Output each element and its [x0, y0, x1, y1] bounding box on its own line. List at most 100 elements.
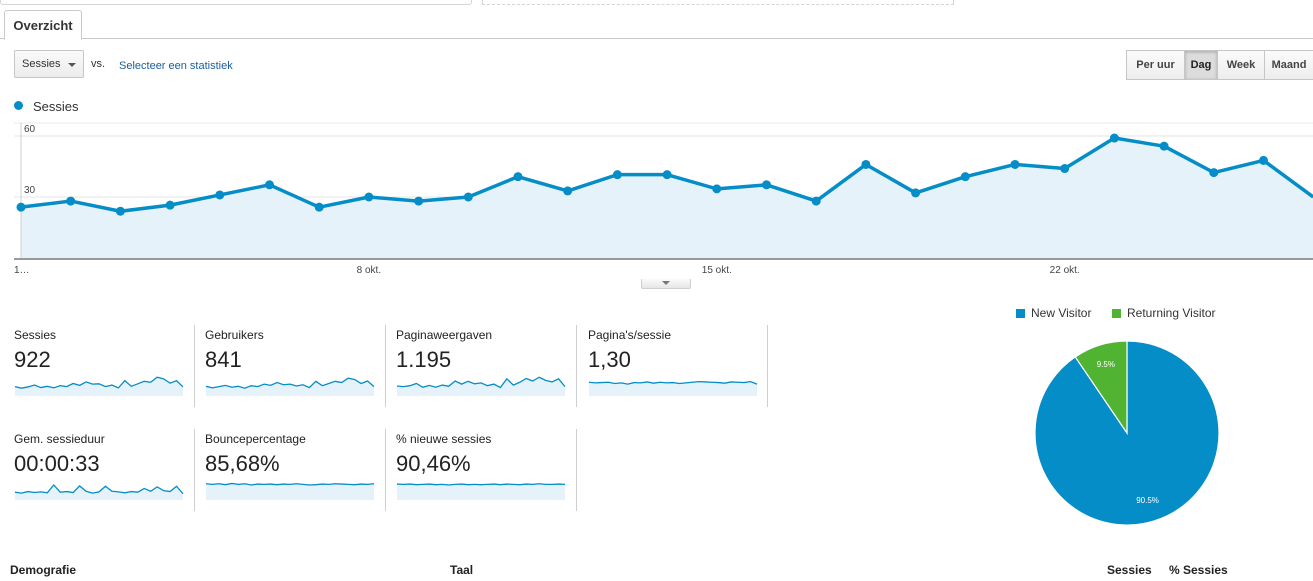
data-point[interactable] [811, 196, 821, 206]
data-point[interactable] [1209, 168, 1219, 178]
scorecard-pages-per-session[interactable]: Pagina's/sessie 1,30 [588, 325, 768, 410]
week-button[interactable]: Week [1217, 50, 1265, 80]
pct-sessions-column-header[interactable]: % Sessies [1169, 563, 1228, 577]
data-point[interactable] [1060, 164, 1070, 174]
scorecard-pageviews[interactable]: Paginaweergaven 1.195 [396, 325, 576, 410]
data-point[interactable] [712, 184, 722, 194]
data-point[interactable] [960, 172, 970, 182]
data-point[interactable] [662, 170, 672, 180]
demographics-heading: Demografie [10, 563, 77, 577]
scorecard-label: Gem. sessieduur [14, 432, 105, 446]
data-point[interactable] [215, 190, 225, 200]
scorecard-value: 1,30 [588, 347, 631, 372]
new-visitor-label: New Visitor [1031, 306, 1092, 320]
data-point[interactable] [115, 206, 125, 216]
scorecard-value: 1.195 [396, 347, 452, 372]
pie-slice-returning-visitor[interactable] [1074, 340, 1128, 435]
scorecard-divider [194, 325, 195, 407]
series-area [21, 138, 1313, 258]
sparkline-area [397, 483, 565, 500]
tab-overview[interactable]: Overzicht [4, 10, 82, 40]
data-point[interactable] [612, 170, 622, 180]
data-point[interactable] [16, 202, 26, 212]
data-point[interactable] [1159, 141, 1169, 151]
sessions-line-chart[interactable]: 30 60 1… 8 okt. 15 okt. 22 okt. [0, 118, 1313, 278]
scorecard-pct-new-sessions[interactable]: % nieuwe sessies 90,46% [396, 429, 576, 514]
data-point[interactable] [1109, 133, 1119, 143]
scorecard-divider [767, 325, 768, 407]
sparkline-area [397, 377, 565, 396]
day-button[interactable]: Dag [1184, 50, 1218, 80]
sparkline [396, 376, 566, 396]
sparkline [205, 377, 375, 396]
scorecard-divider [576, 429, 577, 511]
pie-legend-returning: Returning Visitor [1112, 306, 1216, 320]
x-tick-label: 15 okt. [702, 265, 732, 276]
scorecard-label: Paginaweergaven [396, 328, 493, 342]
sparkline-area [206, 483, 374, 500]
data-point[interactable] [1010, 159, 1020, 169]
tab-divider [0, 38, 1313, 39]
top-panel-fragment-dashed [482, 0, 954, 5]
scorecard-divider [576, 325, 577, 407]
data-point[interactable] [762, 180, 771, 190]
data-point[interactable] [66, 196, 76, 206]
data-point[interactable] [911, 188, 921, 198]
data-point[interactable] [563, 186, 573, 196]
language-heading: Taal [450, 563, 474, 577]
data-point[interactable] [364, 192, 374, 202]
chart-collapse-toggle[interactable] [641, 279, 691, 289]
data-point[interactable] [265, 180, 274, 190]
sparkline-area [15, 377, 183, 396]
pie-slice-label: 90.5% [1136, 496, 1159, 505]
scorecard-divider [385, 429, 386, 511]
month-button[interactable]: Maand [1264, 50, 1313, 80]
metric-select-label: Sessies [22, 58, 61, 70]
sparkline-line [205, 377, 375, 389]
scorecard-bounce-rate[interactable]: Bouncepercentage 85,68% [205, 429, 385, 514]
chevron-down-icon [68, 63, 76, 67]
metric-select[interactable]: Sessies [14, 50, 84, 78]
x-tick-label: 22 okt. [1050, 265, 1080, 276]
x-tick-label: 8 okt. [357, 265, 381, 276]
sparkline [396, 483, 566, 500]
new-visitor-swatch [1016, 308, 1025, 318]
data-point[interactable] [861, 159, 871, 169]
time-granularity-group: Per uur Dag Week Maand [1126, 50, 1313, 80]
data-point[interactable] [165, 200, 175, 210]
data-point[interactable] [314, 202, 324, 212]
visitor-type-pie[interactable]: 90.5% 9.5% [1030, 336, 1224, 530]
sparkline [14, 376, 184, 396]
scorecard-value: 922 [14, 347, 51, 372]
y-tick-label: 30 [24, 185, 36, 196]
sessions-column-header[interactable]: Sessies [1107, 563, 1152, 577]
scorecard-users[interactable]: Gebruikers 841 [205, 325, 385, 410]
returning-visitor-label: Returning Visitor [1127, 306, 1216, 320]
scorecard-avg-session-duration[interactable]: Gem. sessieduur 00:00:33 [14, 429, 194, 514]
scorecard-label: Gebruikers [205, 328, 264, 342]
pie-slice-label: 9.5% [1097, 360, 1115, 369]
data-point[interactable] [513, 172, 523, 182]
sparkline-line [205, 482, 375, 486]
data-point[interactable] [414, 196, 424, 206]
sparkline-line [14, 376, 184, 389]
sparkline [205, 482, 375, 500]
scorecard-sessions[interactable]: Sessies 922 [14, 325, 194, 410]
data-point[interactable] [1259, 155, 1268, 165]
scorecard-label: % nieuwe sessies [396, 432, 492, 446]
sparkline-line [14, 484, 184, 495]
series-legend-dot [14, 101, 23, 110]
sparkline-line [396, 376, 566, 389]
sparkline [14, 484, 184, 500]
select-metric-link[interactable]: Selecteer een statistiek [119, 60, 233, 72]
sparkline-line [588, 380, 758, 385]
scorecard-value: 90,46% [396, 451, 471, 476]
scorecard-divider [194, 429, 195, 511]
pie-legend-new: New Visitor [1016, 306, 1091, 320]
per-hour-button[interactable]: Per uur [1126, 50, 1185, 80]
scorecard-label: Sessies [14, 328, 57, 342]
y-tick-label: 60 [24, 124, 36, 135]
sparkline-line [396, 483, 566, 486]
data-point[interactable] [463, 192, 473, 202]
vs-label: vs. [91, 58, 106, 70]
